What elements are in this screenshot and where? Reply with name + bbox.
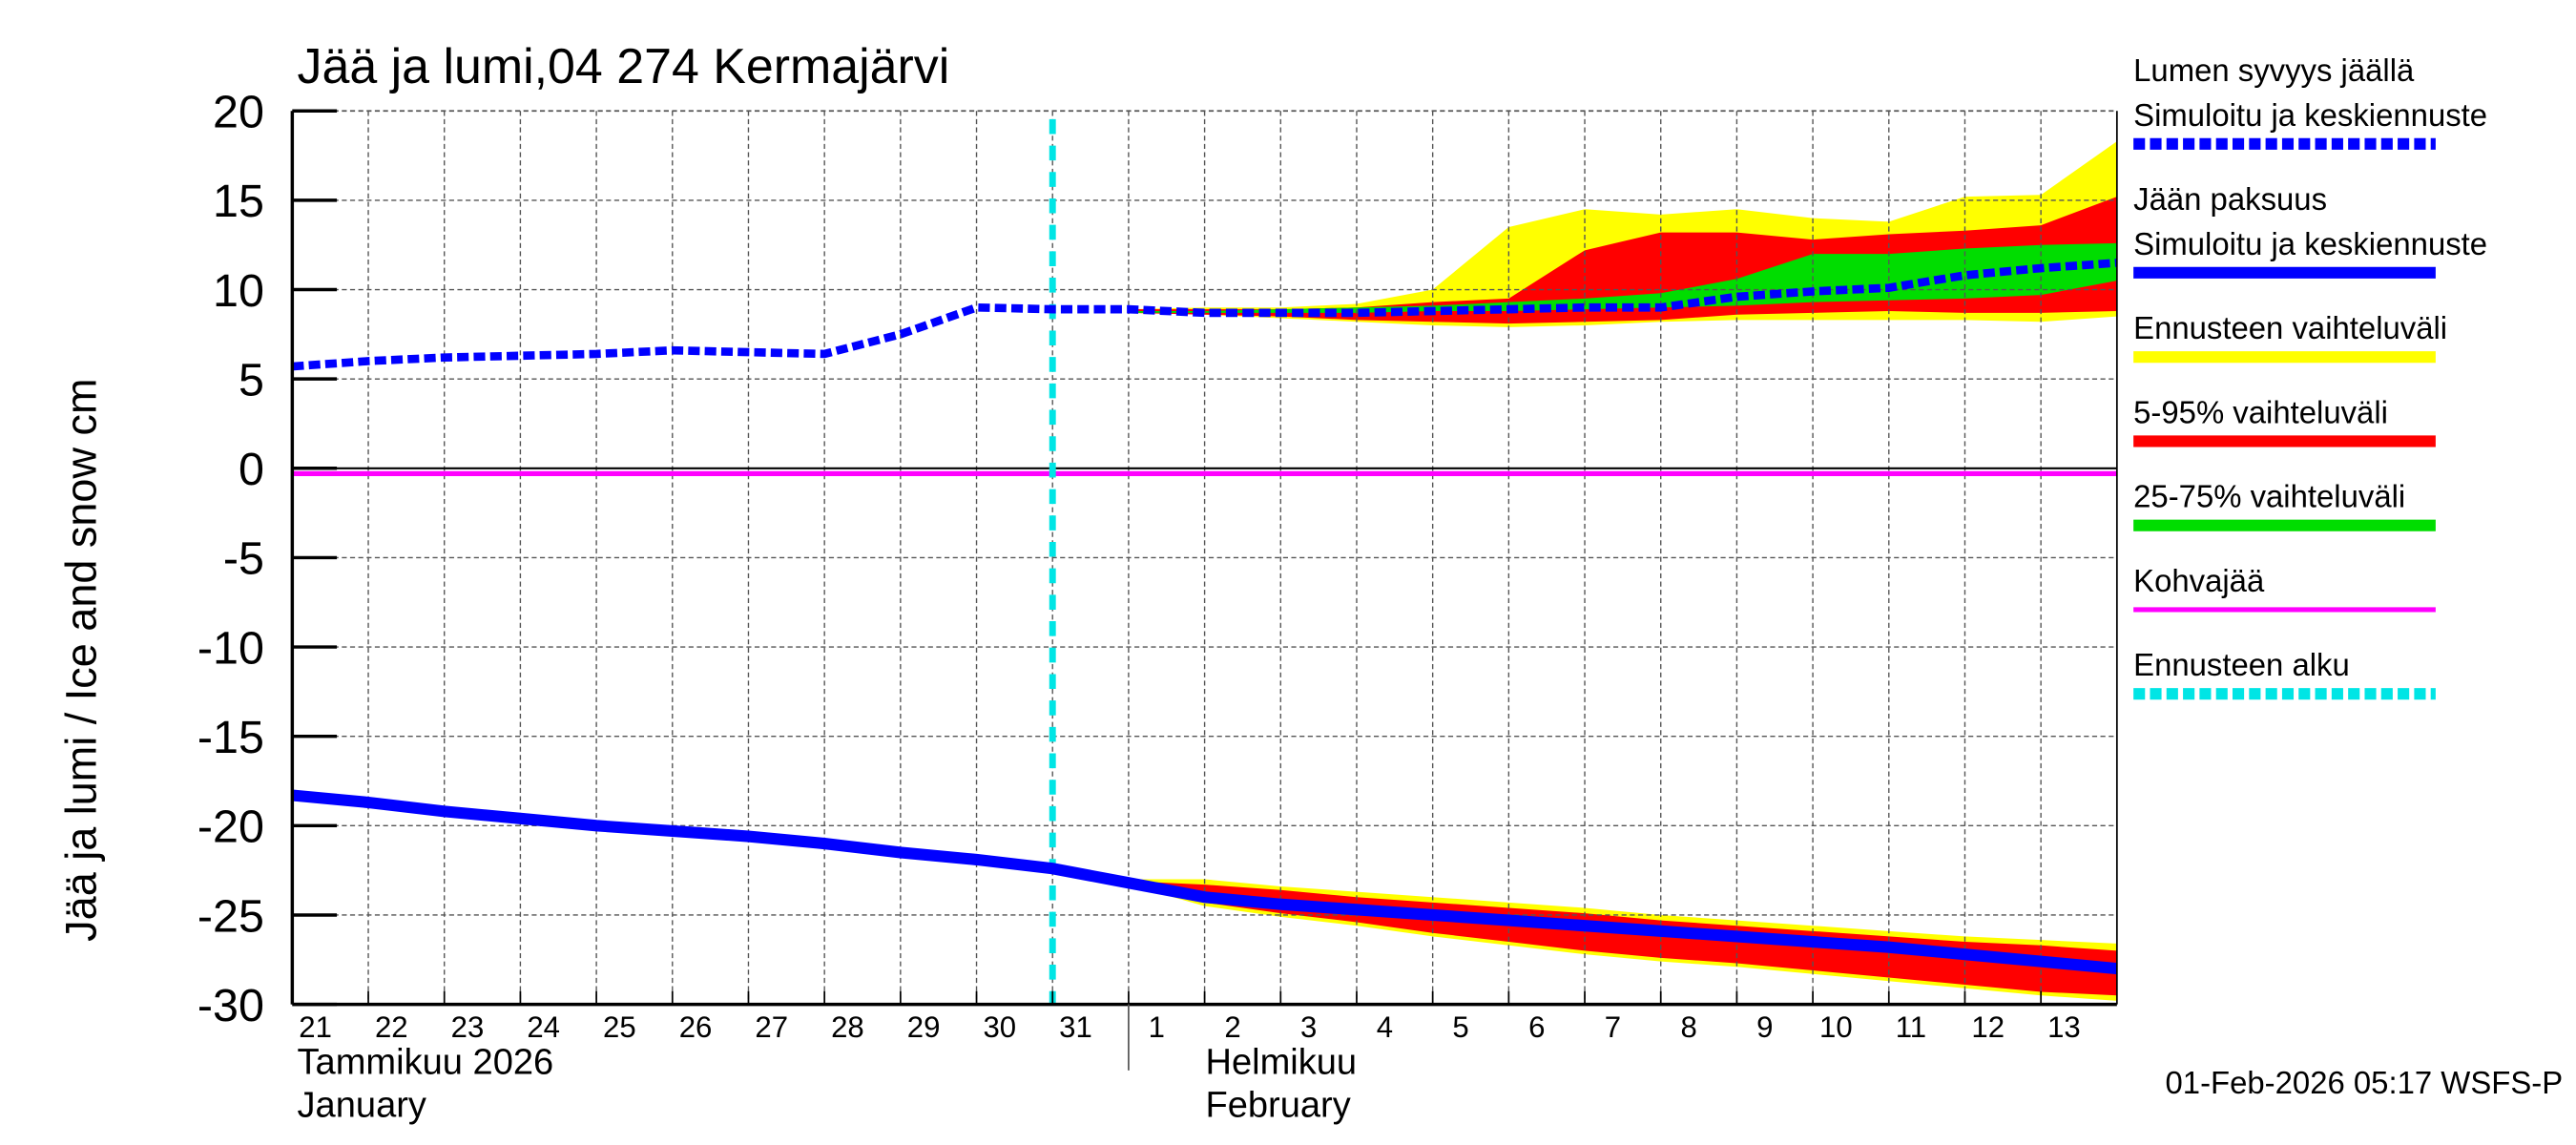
y-tick-label: 15: [213, 176, 264, 227]
y-tick-label: 10: [213, 265, 264, 317]
x-tick-label: 24: [527, 1010, 560, 1044]
x-tick-label: 25: [603, 1010, 636, 1044]
legend: Lumen syvyys jäällä Simuloitu ja keskienn…: [2133, 52, 2487, 700]
x-tick-label: 11: [1896, 1010, 1926, 1044]
x-tick-label: 13: [2047, 1010, 2081, 1044]
x-tick-label: 12: [1971, 1010, 2005, 1044]
legend-label: Kohvajää: [2133, 563, 2265, 598]
legend-label: Simuloitu ja keskiennuste: [2133, 226, 2487, 261]
x-tick-label: 26: [679, 1010, 713, 1044]
x-tick-label: 21: [299, 1010, 332, 1044]
snow-25-75-band: [1128, 242, 2117, 313]
legend-label: 25-75% vaihteluväli: [2133, 479, 2405, 514]
x-tick-label: 10: [1819, 1010, 1853, 1044]
x-tick-label: 31: [1059, 1010, 1092, 1044]
series-lines: [291, 118, 2118, 1005]
y-tick-label: 20: [213, 87, 264, 138]
legend-label: Lumen syvyys jäällä: [2133, 52, 2415, 88]
y-tick-label: -20: [197, 802, 264, 853]
y-tick-label: -5: [223, 533, 264, 585]
y-axis-label: Jää ja lumi / Ice and snow cm: [56, 379, 105, 942]
x-tick-label: 7: [1605, 1010, 1621, 1044]
legend-label: 5-95% vaihteluväli: [2133, 394, 2388, 429]
x-tick-label: 9: [1756, 1010, 1773, 1044]
legend-label: Ennusteen alku: [2133, 647, 2350, 682]
y-tick-label: -25: [197, 890, 264, 942]
y-tick-label: 0: [239, 444, 264, 495]
x-tick-label: 28: [831, 1010, 864, 1044]
ice-thickness-line: [291, 789, 2118, 975]
x-tick-label: 2: [1224, 1010, 1240, 1044]
x-tick-label: 29: [907, 1010, 941, 1044]
month-label-en: January: [298, 1085, 426, 1125]
legend-label: Simuloitu ja keskiennuste: [2133, 97, 2487, 133]
x-tick-label: 3: [1300, 1010, 1317, 1044]
y-tick-label: -10: [197, 622, 264, 674]
x-tick-label: 8: [1680, 1010, 1696, 1044]
forecast-bands: [1128, 141, 2117, 1001]
x-tick-label: 22: [375, 1010, 408, 1044]
y-tick-label: 5: [239, 354, 264, 406]
grid: [292, 110, 2117, 1005]
chart-title: Jää ja lumi,04 274 Kermajärvi: [298, 39, 950, 94]
month-label-fi: Helmikuu: [1205, 1042, 1357, 1082]
x-tick-label: 27: [755, 1010, 788, 1044]
legend-label: Jään paksuus: [2133, 181, 2327, 217]
x-tick-label: 30: [983, 1010, 1016, 1044]
x-tick-label: 23: [451, 1010, 485, 1044]
legend-label: Ennusteen vaihteluväli: [2133, 310, 2447, 345]
x-tick-label: 4: [1377, 1010, 1393, 1044]
month-label-fi: Tammikuu 2026: [298, 1042, 554, 1082]
y-tick-label: -30: [197, 980, 264, 1031]
y-tick-label: -15: [197, 712, 264, 763]
x-tick-label: 1: [1149, 1010, 1165, 1044]
snow-depth-line: [292, 259, 2118, 371]
month-label-en: February: [1205, 1085, 1350, 1125]
x-tick-label: 5: [1452, 1010, 1468, 1044]
x-tick-label: 6: [1528, 1010, 1545, 1044]
timestamp: 01-Feb-2026 05:17 WSFS-P: [2166, 1065, 2564, 1100]
